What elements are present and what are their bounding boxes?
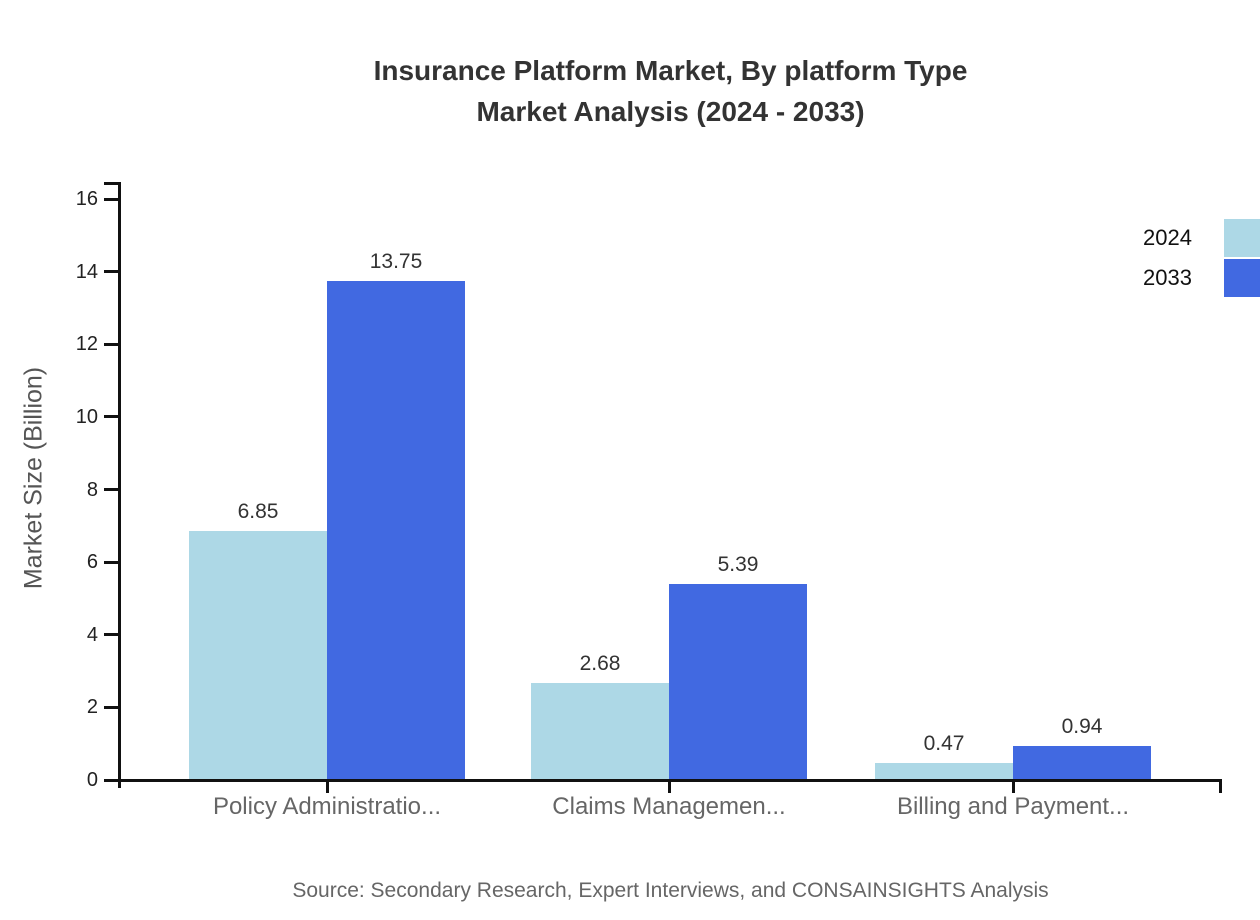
y-tick-label: 8 [86, 478, 98, 501]
legend-item-2033: 2033 [1100, 259, 1260, 297]
chart-title-line2: Market Analysis (2024 - 2033) [476, 96, 865, 127]
y-tick [104, 705, 119, 709]
y-tick-label: 14 [75, 260, 98, 283]
bar-2024 [189, 531, 327, 780]
chart-title: Insurance Platform Market, By platform T… [120, 50, 1221, 132]
x-tick [667, 779, 671, 793]
bar-value-label: 2.68 [579, 651, 621, 675]
y-tick-label: 0 [86, 769, 98, 791]
y-tick [104, 197, 119, 201]
category-label: Claims Managemen... [552, 793, 786, 820]
y-tick-label: 16 [75, 188, 98, 210]
y-tick-label: 6 [86, 551, 98, 574]
bar-value-label: 5.39 [717, 553, 759, 577]
bar-value-label: 6.85 [237, 500, 279, 524]
bar-2033 [1013, 745, 1151, 780]
y-tick [104, 778, 119, 782]
bar-2024 [875, 762, 1013, 780]
bar-value-label: 0.94 [1061, 714, 1103, 738]
y-tick-label: 4 [86, 623, 98, 646]
y-tick-label: 10 [75, 405, 98, 428]
y-tick [104, 488, 119, 491]
legend-label: 2033 [1143, 265, 1192, 290]
y-tick [104, 633, 119, 637]
source-note: Source: Secondary Research, Expert Inter… [292, 879, 1049, 902]
bar-2033 [669, 584, 807, 780]
bar-value-label: 13.75 [369, 249, 423, 273]
bar-2024 [531, 682, 669, 780]
legend: 2024 2033 [1100, 219, 1260, 299]
bar-2033 [327, 280, 465, 780]
chart-title-line1: Insurance Platform Market, By platform T… [373, 55, 968, 86]
legend-label: 2024 [1143, 225, 1192, 250]
x-tick [325, 779, 329, 793]
y-axis-line [118, 182, 121, 788]
bar-value-label: 0.47 [923, 731, 965, 755]
x-axis-end-cap [1219, 779, 1222, 793]
y-tick [104, 560, 119, 564]
legend-swatch-2033 [1224, 259, 1260, 297]
category-label: Policy Administratio... [212, 793, 442, 820]
y-tick-label: 2 [86, 696, 98, 719]
legend-item-2024: 2024 [1100, 219, 1260, 257]
y-tick [104, 415, 119, 419]
y-tick [104, 270, 119, 274]
legend-swatch-2024 [1224, 219, 1260, 257]
y-tick-label: 12 [75, 333, 98, 356]
y-tick [104, 342, 119, 346]
category-label: Billing and Payment... [896, 793, 1130, 820]
y-axis-end-cap [104, 182, 121, 185]
x-tick [1011, 779, 1015, 793]
